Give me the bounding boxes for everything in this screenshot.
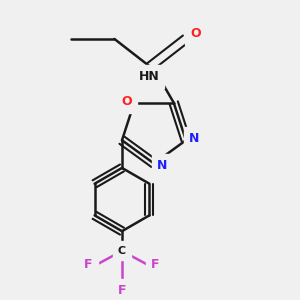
Text: N: N xyxy=(157,159,167,172)
Text: F: F xyxy=(84,258,93,271)
Text: C: C xyxy=(118,246,126,256)
Text: N: N xyxy=(189,132,199,145)
Text: O: O xyxy=(190,26,201,40)
Text: F: F xyxy=(151,258,160,271)
Text: HN: HN xyxy=(138,70,159,83)
Text: O: O xyxy=(121,95,132,108)
Text: F: F xyxy=(118,284,126,297)
